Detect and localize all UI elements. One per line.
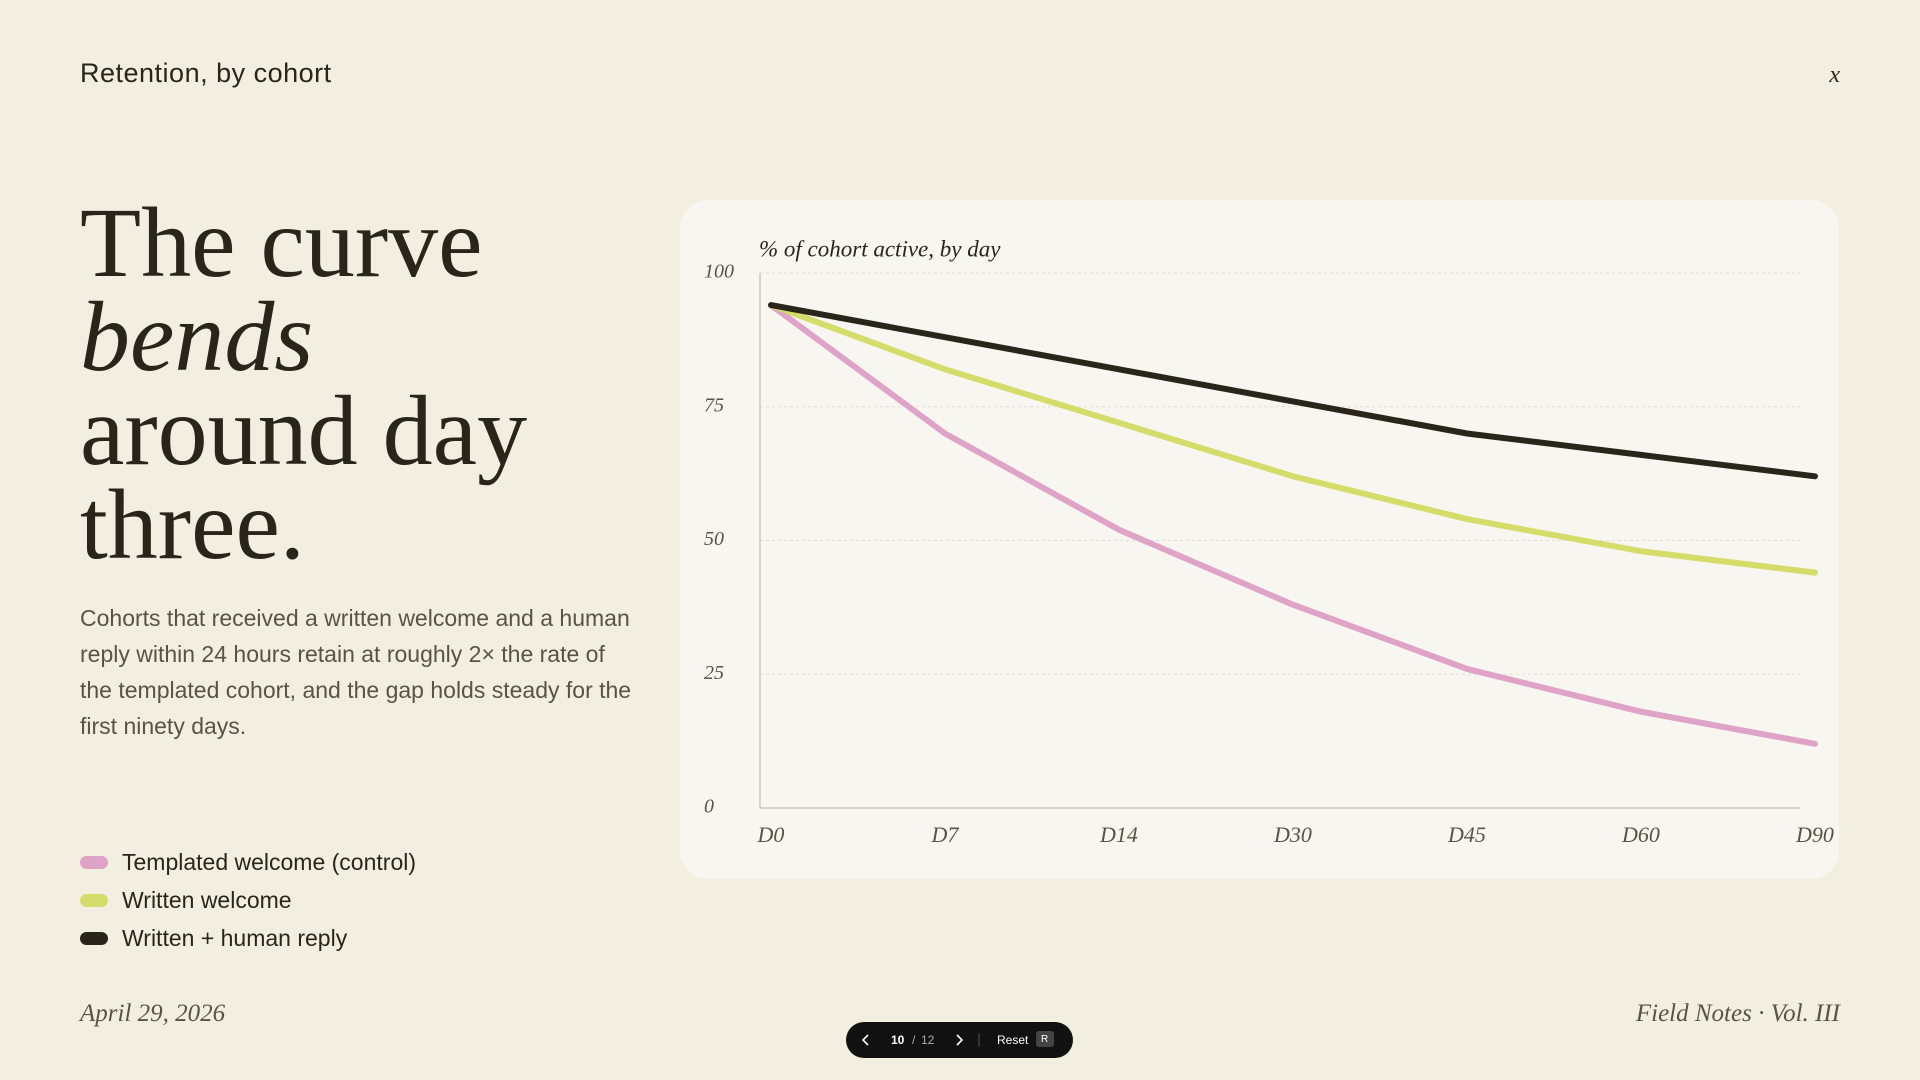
- y-tick-label: 50: [704, 528, 724, 550]
- legend-item: Written welcome: [80, 881, 416, 919]
- y-tick-label: 25: [704, 662, 724, 684]
- series-line: [768, 302, 1818, 747]
- series-line: [768, 302, 1818, 480]
- y-tick-label: 75: [704, 394, 724, 416]
- nav-icons: [861, 1031, 1054, 1047]
- chart-subtitle: % of cohort active, by day: [759, 236, 1001, 261]
- nav-pill: 10 / 12 Reset R: [846, 1022, 1073, 1058]
- legend-item: Templated welcome (control): [80, 843, 416, 881]
- legend-swatch: [80, 931, 108, 945]
- y-tick-label: 100: [704, 261, 734, 283]
- headline-line: around day: [80, 375, 528, 486]
- legend-item: Written + human reply: [80, 919, 416, 957]
- y-tick-label: 0: [704, 796, 714, 818]
- prev-button[interactable]: [861, 1034, 869, 1046]
- footer-publication: Field Notes · Vol. III: [1635, 1000, 1840, 1027]
- headline-line: The curve: [80, 187, 483, 298]
- legend-label: Written welcome: [122, 886, 292, 913]
- legend: Templated welcome (control) Written welco…: [80, 843, 416, 957]
- headline-line: three.: [80, 469, 305, 580]
- key-badge: [1036, 1031, 1054, 1047]
- x-tick-label: D30: [1273, 822, 1312, 847]
- page-current: 10: [891, 1033, 905, 1047]
- header-title: Retention, by cohort: [80, 58, 332, 88]
- x-tick-label: D60: [1621, 822, 1660, 847]
- x-tick-label: D90: [1795, 822, 1834, 847]
- x-tick-label: D7: [931, 822, 960, 847]
- series-line: [768, 302, 1818, 576]
- x-tick-label: D14: [1099, 822, 1138, 847]
- body-text: Cohorts that received a written welcome …: [80, 605, 632, 739]
- reset-shortcut: R: [1041, 1034, 1049, 1045]
- legend-swatch: [80, 893, 108, 907]
- page-total: 12: [921, 1033, 935, 1047]
- close-button[interactable]: x: [1829, 62, 1840, 88]
- reset-button[interactable]: Reset: [997, 1033, 1029, 1047]
- page-separator: /: [912, 1033, 916, 1047]
- legend-swatch: [80, 855, 108, 869]
- x-tick-label: D45: [1447, 822, 1486, 847]
- next-button[interactable]: [956, 1034, 964, 1046]
- footer-date: April 29, 2026: [80, 1000, 226, 1027]
- headline-line: bends: [80, 281, 314, 392]
- legend-label: Written + human reply: [122, 924, 348, 951]
- x-tick-label: D0: [757, 822, 785, 847]
- headline: The curve bends around day three.: [80, 187, 528, 580]
- chart-card: [680, 200, 1839, 879]
- legend-label: Templated welcome (control): [122, 848, 417, 875]
